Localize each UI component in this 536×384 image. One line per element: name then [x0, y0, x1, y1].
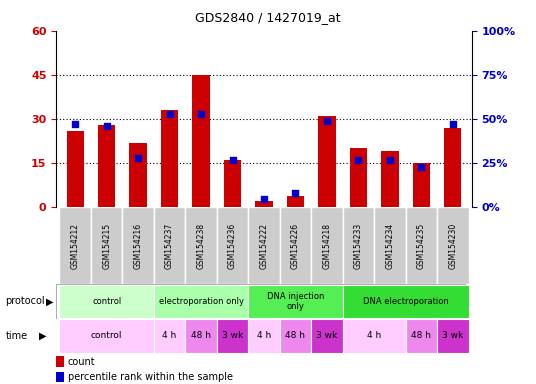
Text: GDS2840 / 1427019_at: GDS2840 / 1427019_at — [195, 12, 341, 25]
Text: 4 h: 4 h — [257, 331, 271, 341]
Text: GSM154218: GSM154218 — [323, 223, 331, 269]
Bar — [406, 319, 437, 353]
FancyBboxPatch shape — [406, 207, 437, 284]
Text: percentile rank within the sample: percentile rank within the sample — [68, 372, 233, 382]
Bar — [98, 125, 115, 207]
Bar — [59, 285, 154, 318]
Bar — [444, 128, 461, 207]
Text: 48 h: 48 h — [191, 331, 211, 341]
Bar — [381, 151, 398, 207]
Bar — [224, 160, 241, 207]
Bar — [248, 285, 343, 318]
Text: time: time — [5, 331, 27, 341]
Point — [417, 164, 426, 170]
Bar — [255, 202, 273, 207]
Text: control: control — [91, 331, 122, 341]
FancyBboxPatch shape — [217, 207, 248, 284]
Bar — [287, 195, 304, 207]
Text: GSM154230: GSM154230 — [448, 223, 457, 269]
FancyBboxPatch shape — [437, 207, 468, 284]
Point — [165, 111, 174, 117]
Text: DNA injection
only: DNA injection only — [267, 292, 324, 311]
Point — [323, 118, 331, 124]
Bar — [59, 319, 154, 353]
Bar — [192, 75, 210, 207]
Bar — [154, 319, 185, 353]
Bar — [66, 131, 84, 207]
Bar — [217, 319, 248, 353]
Bar — [154, 285, 248, 318]
FancyBboxPatch shape — [280, 207, 311, 284]
Text: control: control — [92, 297, 121, 306]
Bar — [413, 163, 430, 207]
Text: GSM154226: GSM154226 — [291, 223, 300, 269]
Text: count: count — [68, 357, 95, 367]
Text: 48 h: 48 h — [411, 331, 431, 341]
Point — [228, 157, 237, 163]
Text: 48 h: 48 h — [286, 331, 306, 341]
Point — [134, 155, 143, 161]
Bar — [56, 356, 64, 367]
Text: GSM154235: GSM154235 — [417, 223, 426, 269]
Bar — [130, 142, 147, 207]
Bar — [185, 319, 217, 353]
FancyBboxPatch shape — [248, 207, 280, 284]
FancyBboxPatch shape — [374, 207, 406, 284]
FancyBboxPatch shape — [185, 207, 217, 284]
Point — [260, 195, 269, 202]
Point — [71, 121, 79, 127]
Text: GSM154222: GSM154222 — [259, 223, 269, 269]
FancyBboxPatch shape — [154, 207, 185, 284]
Point — [354, 157, 363, 163]
Bar — [311, 319, 343, 353]
Text: GSM154233: GSM154233 — [354, 223, 363, 269]
FancyBboxPatch shape — [122, 207, 154, 284]
Point — [102, 123, 111, 129]
FancyBboxPatch shape — [59, 207, 91, 284]
Text: 3 wk: 3 wk — [222, 331, 243, 341]
Point — [385, 157, 394, 163]
Text: 3 wk: 3 wk — [442, 331, 464, 341]
Bar — [437, 319, 468, 353]
Point — [197, 111, 205, 117]
Text: 4 h: 4 h — [162, 331, 177, 341]
Text: GSM154237: GSM154237 — [165, 223, 174, 269]
Text: 3 wk: 3 wk — [316, 331, 338, 341]
Text: ▶: ▶ — [46, 296, 53, 306]
Text: 4 h: 4 h — [367, 331, 381, 341]
Bar — [318, 116, 336, 207]
Text: GSM154215: GSM154215 — [102, 223, 111, 269]
Bar — [248, 319, 280, 353]
Text: GSM154212: GSM154212 — [71, 223, 80, 269]
Text: GSM154234: GSM154234 — [385, 223, 394, 269]
Bar — [343, 285, 468, 318]
FancyBboxPatch shape — [343, 207, 374, 284]
Text: protocol: protocol — [5, 296, 45, 306]
Text: electroporation only: electroporation only — [159, 297, 243, 306]
Point — [291, 190, 300, 196]
Bar — [280, 319, 311, 353]
Bar — [349, 149, 367, 207]
Bar — [56, 372, 64, 382]
Text: DNA electroporation: DNA electroporation — [363, 297, 449, 306]
Point — [449, 121, 457, 127]
Bar — [161, 110, 178, 207]
Text: ▶: ▶ — [39, 331, 46, 341]
Text: GSM154238: GSM154238 — [197, 223, 205, 269]
FancyBboxPatch shape — [91, 207, 122, 284]
Text: GSM154236: GSM154236 — [228, 223, 237, 269]
Bar — [343, 319, 406, 353]
FancyBboxPatch shape — [311, 207, 343, 284]
Text: GSM154216: GSM154216 — [133, 223, 143, 269]
